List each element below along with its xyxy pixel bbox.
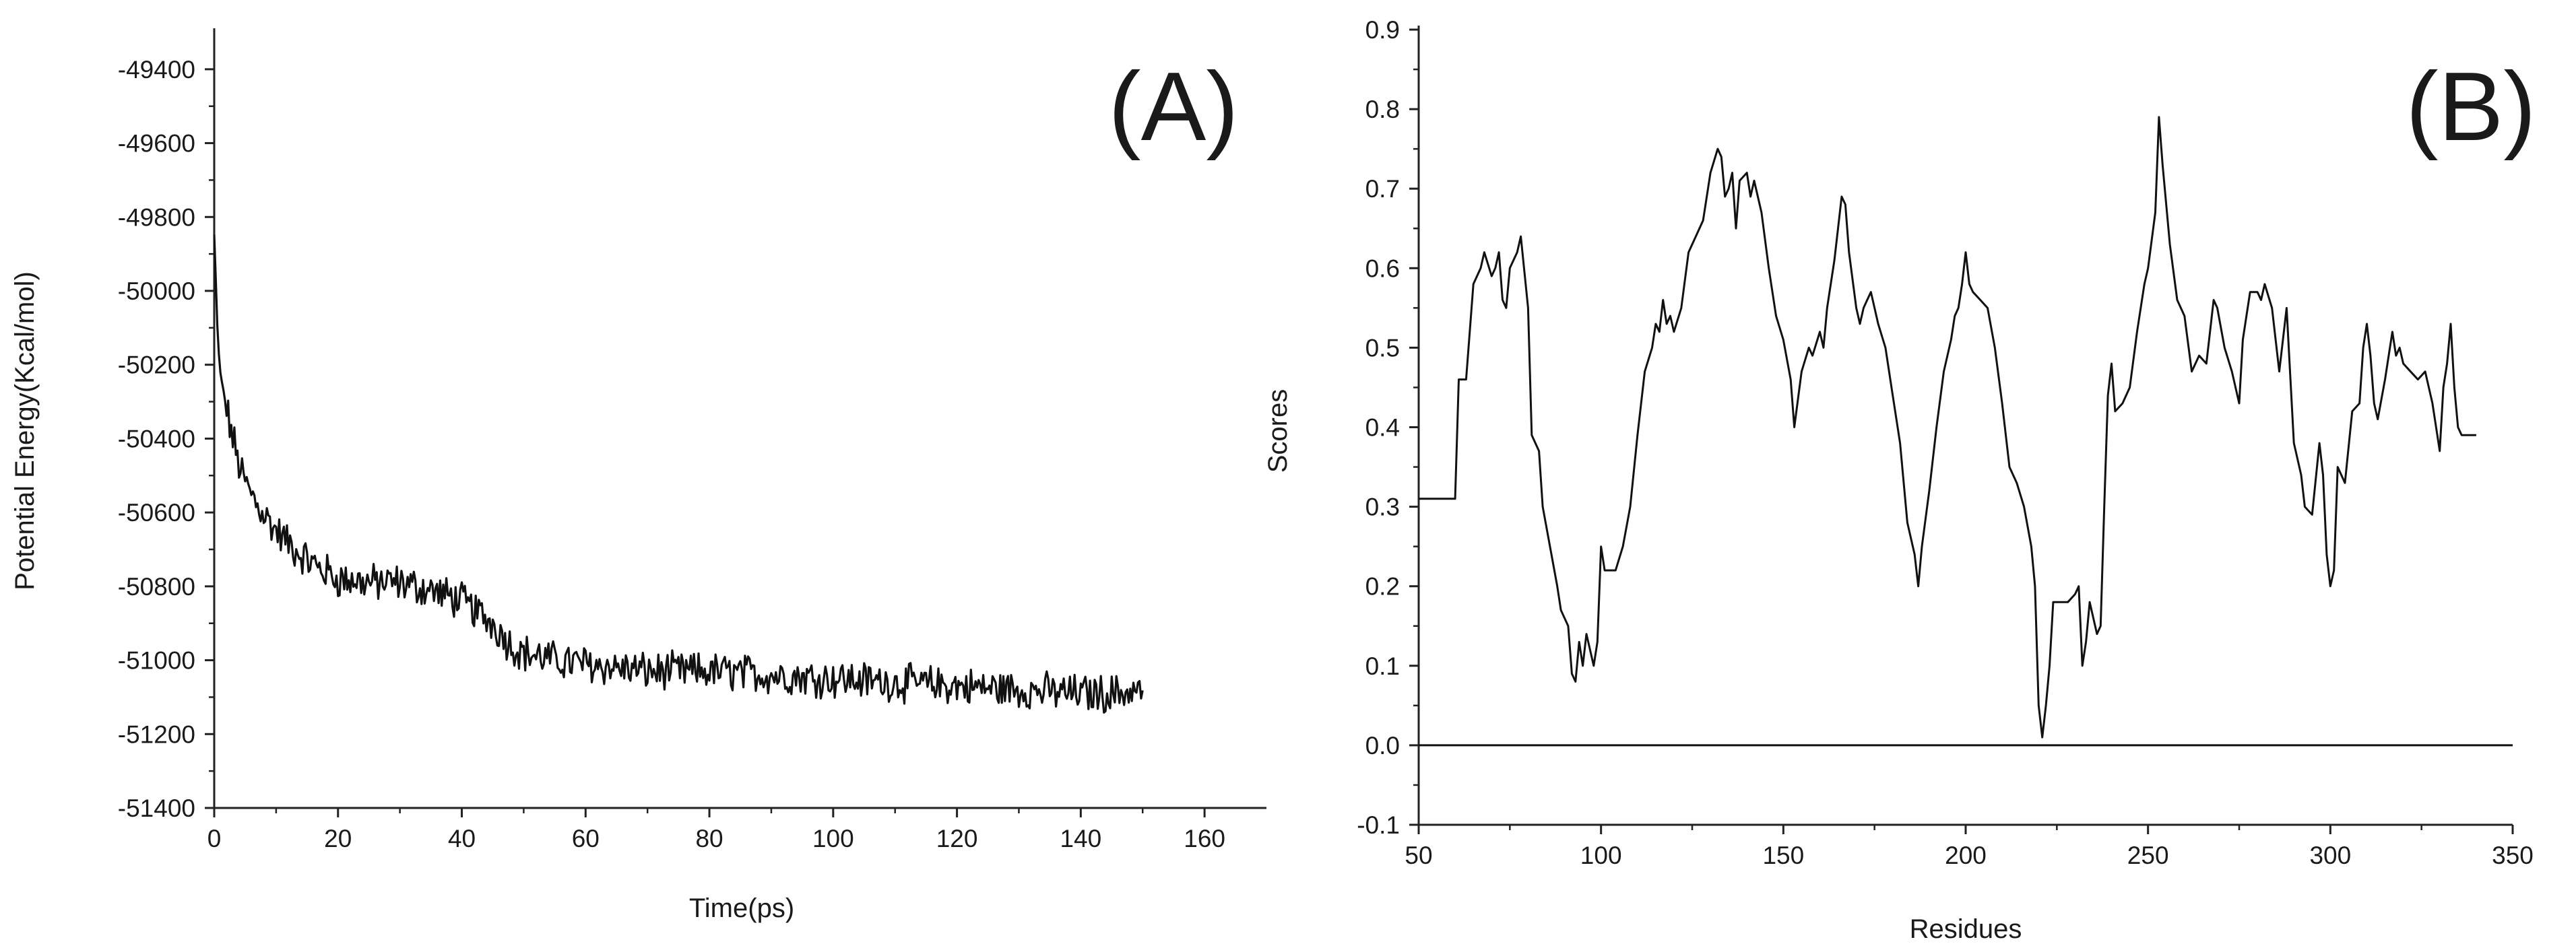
x-tick-label: 20 bbox=[324, 825, 352, 852]
panel-b-tick-labels: 50 100 150 200 250 300 350 -0.1 0.0 0.1 0.2 0.3 0.4 0… bbox=[1357, 16, 2534, 869]
x-tick-label: 60 bbox=[572, 825, 600, 852]
y-tick-label: 0.8 bbox=[1365, 96, 1400, 123]
x-tick-label: 150 bbox=[1762, 842, 1804, 869]
y-tick-label: -50400 bbox=[118, 425, 195, 452]
x-tick-label: 200 bbox=[1945, 842, 1987, 869]
panel-a-ticks bbox=[205, 68, 1206, 817]
y-tick-label: -51400 bbox=[118, 794, 195, 822]
y-tick-label: -50600 bbox=[118, 499, 195, 527]
panel-a-x-axis-title: Time(ps) bbox=[689, 893, 794, 923]
x-tick-label: 40 bbox=[448, 825, 476, 852]
y-tick-label: -50000 bbox=[118, 277, 195, 305]
x-tick-label: 0 bbox=[207, 825, 222, 852]
panel-b-axes bbox=[1417, 26, 2513, 826]
y-tick-label: 0.5 bbox=[1365, 334, 1400, 362]
y-tick-label: 0.6 bbox=[1365, 255, 1400, 282]
y-tick-label: -51200 bbox=[118, 720, 195, 748]
y-tick-label: 0.2 bbox=[1365, 573, 1400, 601]
x-tick-label: 50 bbox=[1405, 842, 1432, 869]
y-tick-label: 0.0 bbox=[1365, 732, 1400, 759]
y-tick-label: 0.1 bbox=[1365, 652, 1400, 680]
panel-a-energy-line bbox=[213, 234, 1144, 714]
panel-a-tick-labels: 0 20 40 60 80 100 120 140 160 -51400 -51200 -51000 -… bbox=[118, 56, 1225, 852]
y-tick-label: 0.3 bbox=[1365, 494, 1400, 521]
y-tick-label: 0.4 bbox=[1365, 414, 1400, 442]
panel-a-axes bbox=[213, 28, 1266, 809]
y-tick-label: -0.1 bbox=[1357, 811, 1400, 839]
x-tick-label: 300 bbox=[2309, 842, 2351, 869]
panel-a-chart: 0 20 40 60 80 100 120 140 160 -51400 -51200 -51000 -… bbox=[10, 28, 1266, 923]
x-tick-label: 120 bbox=[936, 825, 978, 852]
y-tick-label: -51000 bbox=[118, 647, 195, 675]
panel-a-label: (A) bbox=[1108, 52, 1238, 161]
y-tick-label: -50800 bbox=[118, 573, 195, 601]
x-tick-label: 140 bbox=[1060, 825, 1101, 852]
y-tick-label: -50200 bbox=[118, 351, 195, 379]
panel-b-chart: 50 100 150 200 250 300 350 -0.1 0.0 0.1 0.2 0.3 0.4 0… bbox=[1263, 16, 2536, 944]
x-tick-label: 350 bbox=[2492, 842, 2534, 869]
panel-b-ticks bbox=[1409, 28, 2514, 834]
panel-b-y-axis-title: Scores bbox=[1263, 389, 1293, 473]
panel-a-y-axis-title: Potential Energy(Kcal/mol) bbox=[10, 271, 40, 590]
y-tick-label: -49800 bbox=[118, 203, 195, 231]
x-tick-label: 100 bbox=[1580, 842, 1622, 869]
x-tick-label: 100 bbox=[812, 825, 854, 852]
x-tick-label: 250 bbox=[2127, 842, 2169, 869]
panel-b-scores-line bbox=[1419, 116, 2476, 739]
y-tick-label: 0.9 bbox=[1365, 16, 1400, 44]
y-tick-label: 0.7 bbox=[1365, 175, 1400, 203]
panel-b-label: (B) bbox=[2406, 52, 2536, 161]
x-tick-label: 160 bbox=[1184, 825, 1225, 852]
y-tick-label: -49600 bbox=[118, 130, 195, 158]
x-tick-label: 80 bbox=[695, 825, 723, 852]
panel-b-x-axis-title: Residues bbox=[1910, 914, 2022, 944]
y-tick-label: -49400 bbox=[118, 56, 195, 83]
